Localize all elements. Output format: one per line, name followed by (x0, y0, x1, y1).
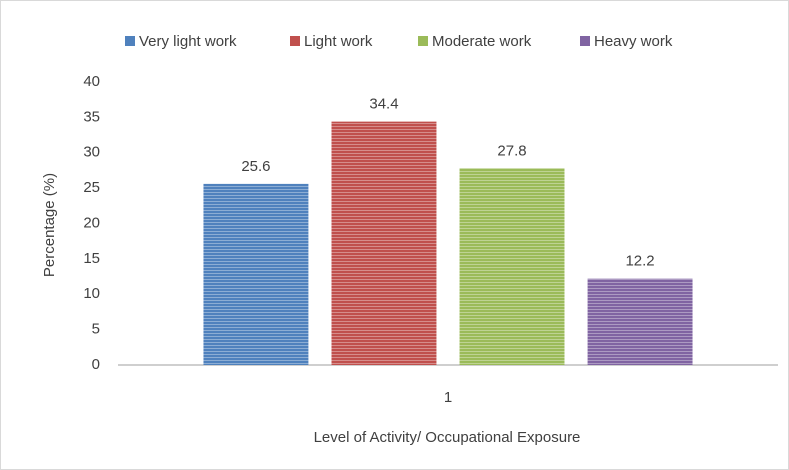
bar (203, 183, 309, 365)
y-tick-label: 10 (83, 285, 100, 302)
y-tick-label: 30 (83, 144, 100, 161)
y-axis-title: Percentage (%) (41, 173, 58, 277)
y-tick-label: 25 (83, 179, 100, 196)
y-tick-label: 15 (83, 250, 100, 267)
bar (587, 278, 693, 365)
bar (459, 168, 565, 365)
legend-swatch (125, 36, 135, 46)
y-tick-label: 35 (83, 108, 100, 125)
y-tick-label: 20 (83, 214, 100, 231)
x-tick-label: 1 (444, 389, 452, 406)
legend-swatch (580, 36, 590, 46)
legend-swatch (418, 36, 428, 46)
legend-label: Moderate work (432, 33, 532, 50)
y-tick-label: 5 (92, 321, 100, 338)
legend-label: Light work (304, 33, 373, 50)
legend-label: Heavy work (594, 33, 673, 50)
data-label: 27.8 (497, 142, 526, 159)
y-tick-label: 0 (92, 356, 100, 373)
data-label: 25.6 (241, 158, 270, 175)
legend-swatch (290, 36, 300, 46)
legend-label: Very light work (139, 33, 237, 50)
bar (331, 121, 437, 366)
data-label: 34.4 (369, 96, 398, 113)
data-label: 12.2 (625, 253, 654, 270)
y-tick-label: 40 (83, 73, 100, 90)
x-axis-title: Level of Activity/ Occupational Exposure (314, 429, 581, 446)
